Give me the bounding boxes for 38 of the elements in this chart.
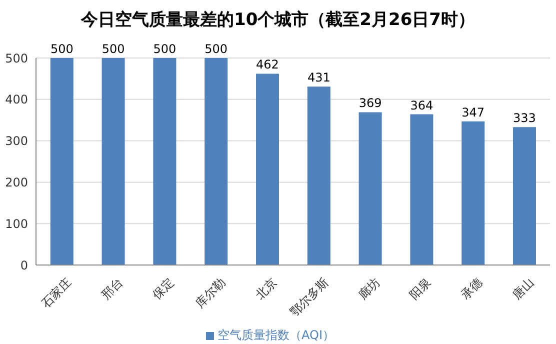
- bar: [462, 121, 485, 265]
- bar: [50, 58, 74, 265]
- bar: [410, 114, 434, 265]
- data-label: 500: [102, 42, 125, 56]
- x-tick-label: 保定: [150, 275, 177, 302]
- bar: [307, 86, 330, 265]
- x-tick-label: 北京: [252, 275, 280, 302]
- x-tick-label: 鄂尔多斯: [287, 275, 332, 320]
- data-label: 462: [256, 58, 279, 72]
- data-label: 500: [50, 42, 74, 56]
- x-tick-label: 石家庄: [38, 275, 74, 311]
- data-label: 347: [462, 105, 485, 120]
- chart-title: 今日空气质量最差的10个城市（截至2月26日7时）: [80, 9, 476, 32]
- data-label: 500: [204, 42, 228, 56]
- data-label: 364: [410, 98, 434, 112]
- data-label: 500: [153, 42, 176, 56]
- x-tick-label: 廊坊: [356, 275, 382, 302]
- x-tick-label: 库尔勒: [192, 275, 228, 311]
- y-tick-label: 400: [5, 92, 28, 107]
- bar: [204, 58, 228, 265]
- y-tick-label: 0: [20, 258, 28, 272]
- x-tick-label: 唐山: [510, 275, 537, 302]
- legend-label: 空气质量指数（AQI）: [218, 328, 334, 342]
- bar: [102, 58, 125, 265]
- y-tick-label: 100: [5, 216, 28, 231]
- y-tick-label: 300: [5, 134, 28, 148]
- y-tick-label: 200: [5, 175, 28, 190]
- data-label: 369: [358, 96, 382, 110]
- x-tick-label: 阳泉: [406, 275, 434, 302]
- data-label: 431: [307, 70, 330, 85]
- y-tick-label: 500: [5, 51, 28, 66]
- bar: [153, 58, 176, 265]
- bar: [512, 127, 536, 265]
- x-tick-label: 邢台: [98, 275, 126, 302]
- bar: [358, 112, 382, 265]
- data-label: 333: [513, 111, 536, 126]
- x-tick-label: 承德: [458, 275, 486, 302]
- bar: [256, 74, 279, 265]
